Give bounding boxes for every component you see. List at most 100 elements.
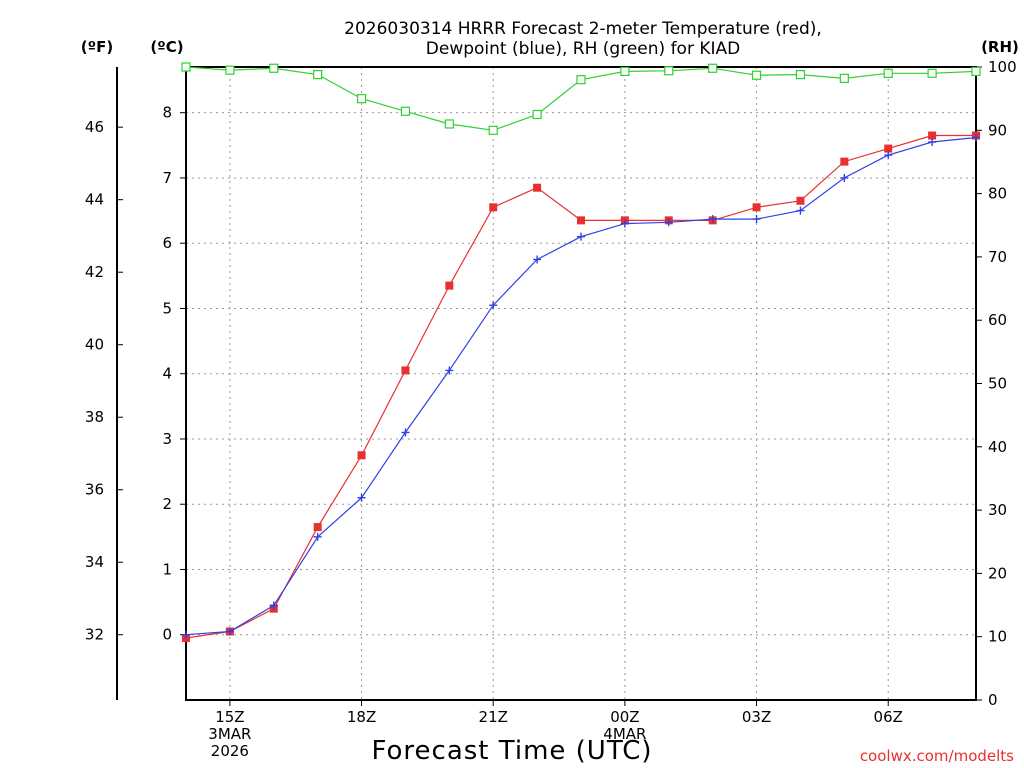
f-tick-label-36: 36 [85,481,104,499]
series-2-point-13 [751,70,762,80]
rh-tick-label-70: 70 [988,248,1007,266]
series-1-point-11 [664,218,673,227]
x-tick-label-18-0: 18Z [347,708,376,726]
data-series [181,62,981,643]
series-0-point-8 [533,183,542,192]
rh-tick-label-20: 20 [988,564,1007,582]
series-1-point-13 [752,215,761,224]
series-1-point-9 [577,232,585,241]
series-2-point-15 [839,73,849,83]
series-1-point-12 [708,215,717,224]
series-2-point-14 [795,69,806,80]
credit-text: coolwx.com/modelts [860,747,1014,765]
series-0-point-3 [313,523,322,532]
series-0-point-6 [445,281,454,290]
plot-frame [185,66,977,701]
f-tick-label-40: 40 [85,336,104,354]
rh-tick-label-80: 80 [988,185,1007,203]
series-2-point-7 [488,125,498,135]
series-2-point-3 [313,69,323,80]
series-0-point-14 [796,196,805,205]
series-2-point-12 [708,63,718,73]
rh-tick-label-50: 50 [988,375,1007,393]
rh-unit-label: (RH) [981,38,1019,56]
chart-title-line1: 2026030314 HRRR Forecast 2-meter Tempera… [344,19,822,39]
series-1-point-3 [313,532,322,541]
c-tick-label-0: 0 [162,626,172,644]
c-tick-label-2: 2 [162,495,172,513]
series-2-point-10 [620,66,630,77]
series-1-point-17 [928,138,937,147]
c-tick-label-7: 7 [162,169,172,187]
series-1-point-8 [533,255,542,264]
series-2-point-9 [576,75,586,85]
f-tick-label-44: 44 [85,191,104,209]
series-2-point-17 [927,68,937,78]
series-2-point-16 [883,68,893,78]
x-tick-label-15-1: 3MAR [208,725,251,743]
chart-title-line2: Dewpoint (blue), RH (green) for KIAD [426,39,740,59]
c-tick-label-1: 1 [162,560,172,578]
f-tick-label-34: 34 [85,553,104,571]
c-tick-label-3: 3 [162,430,172,448]
series-2-point-18 [971,66,981,77]
series-2-point-0 [181,62,191,72]
series-0-point-7 [489,203,498,212]
rh-tick-label-100: 100 [988,58,1017,76]
c-tick-label-6: 6 [162,234,172,252]
series-0-point-5 [401,366,410,375]
grid-lines [186,67,976,700]
series-1-point-5 [401,428,410,437]
rh-tick-label-60: 60 [988,311,1007,329]
series-1-point-1 [225,627,234,636]
rh-tick-label-30: 30 [988,501,1007,519]
series-2-point-4 [356,94,367,104]
series-1-point-15 [840,173,849,182]
series-1-point-7 [489,301,498,310]
tick-labels: 0123456783234363840424446010203040506070… [85,58,1017,760]
fahrenheit-unit-label: (ºF) [81,38,113,56]
series-2-point-5 [400,106,411,116]
x-tick-label-21-0: 21Z [479,708,508,726]
series-1-point-14 [796,206,805,215]
series-line-0 [185,134,976,639]
x-tick-label-15-0: 15Z [215,708,244,726]
x-tick-label-15-2: 2026 [211,742,249,760]
x-tick-label-30-0: 06Z [874,708,903,726]
series-0-point-13 [752,203,761,212]
series-2-point-2 [269,63,279,73]
series-1-point-0 [182,630,190,639]
f-tick-label-38: 38 [85,408,104,426]
x-tick-label-24-0: 00Z [610,708,639,726]
c-tick-label-5: 5 [162,299,172,317]
celsius-unit-label: (ºC) [150,38,183,56]
f-tick-label-42: 42 [85,263,104,281]
series-line-1 [185,136,977,636]
series-0-point-9 [577,216,585,225]
x-tick-label-27-0: 03Z [742,708,771,726]
series-2-point-11 [664,66,674,76]
f-tick-label-46: 46 [85,118,104,136]
series-1-point-6 [445,366,454,375]
f-tick-label-32: 32 [85,626,104,644]
c-tick-label-8: 8 [162,104,172,122]
series-1-point-18 [972,133,980,142]
series-0-point-4 [357,451,366,460]
x-tick-label-24-1: 4MAR [603,725,646,743]
series-1-point-16 [884,151,893,160]
series-1-point-4 [357,493,366,502]
series-0-point-16 [884,144,893,153]
rh-tick-label-0: 0 [988,691,998,709]
series-1-point-10 [620,219,629,228]
x-axis-title: Forecast Time (UTC) [371,736,652,766]
series-2-point-6 [444,119,454,129]
series-0-point-15 [840,157,849,166]
series-2-point-8 [532,109,542,120]
series-1-point-2 [269,601,278,610]
series-2-point-1 [225,65,235,75]
c-tick-label-4: 4 [162,365,172,383]
rh-tick-label-40: 40 [988,438,1007,456]
series-0-point-17 [928,131,937,140]
rh-tick-label-10: 10 [988,628,1007,646]
